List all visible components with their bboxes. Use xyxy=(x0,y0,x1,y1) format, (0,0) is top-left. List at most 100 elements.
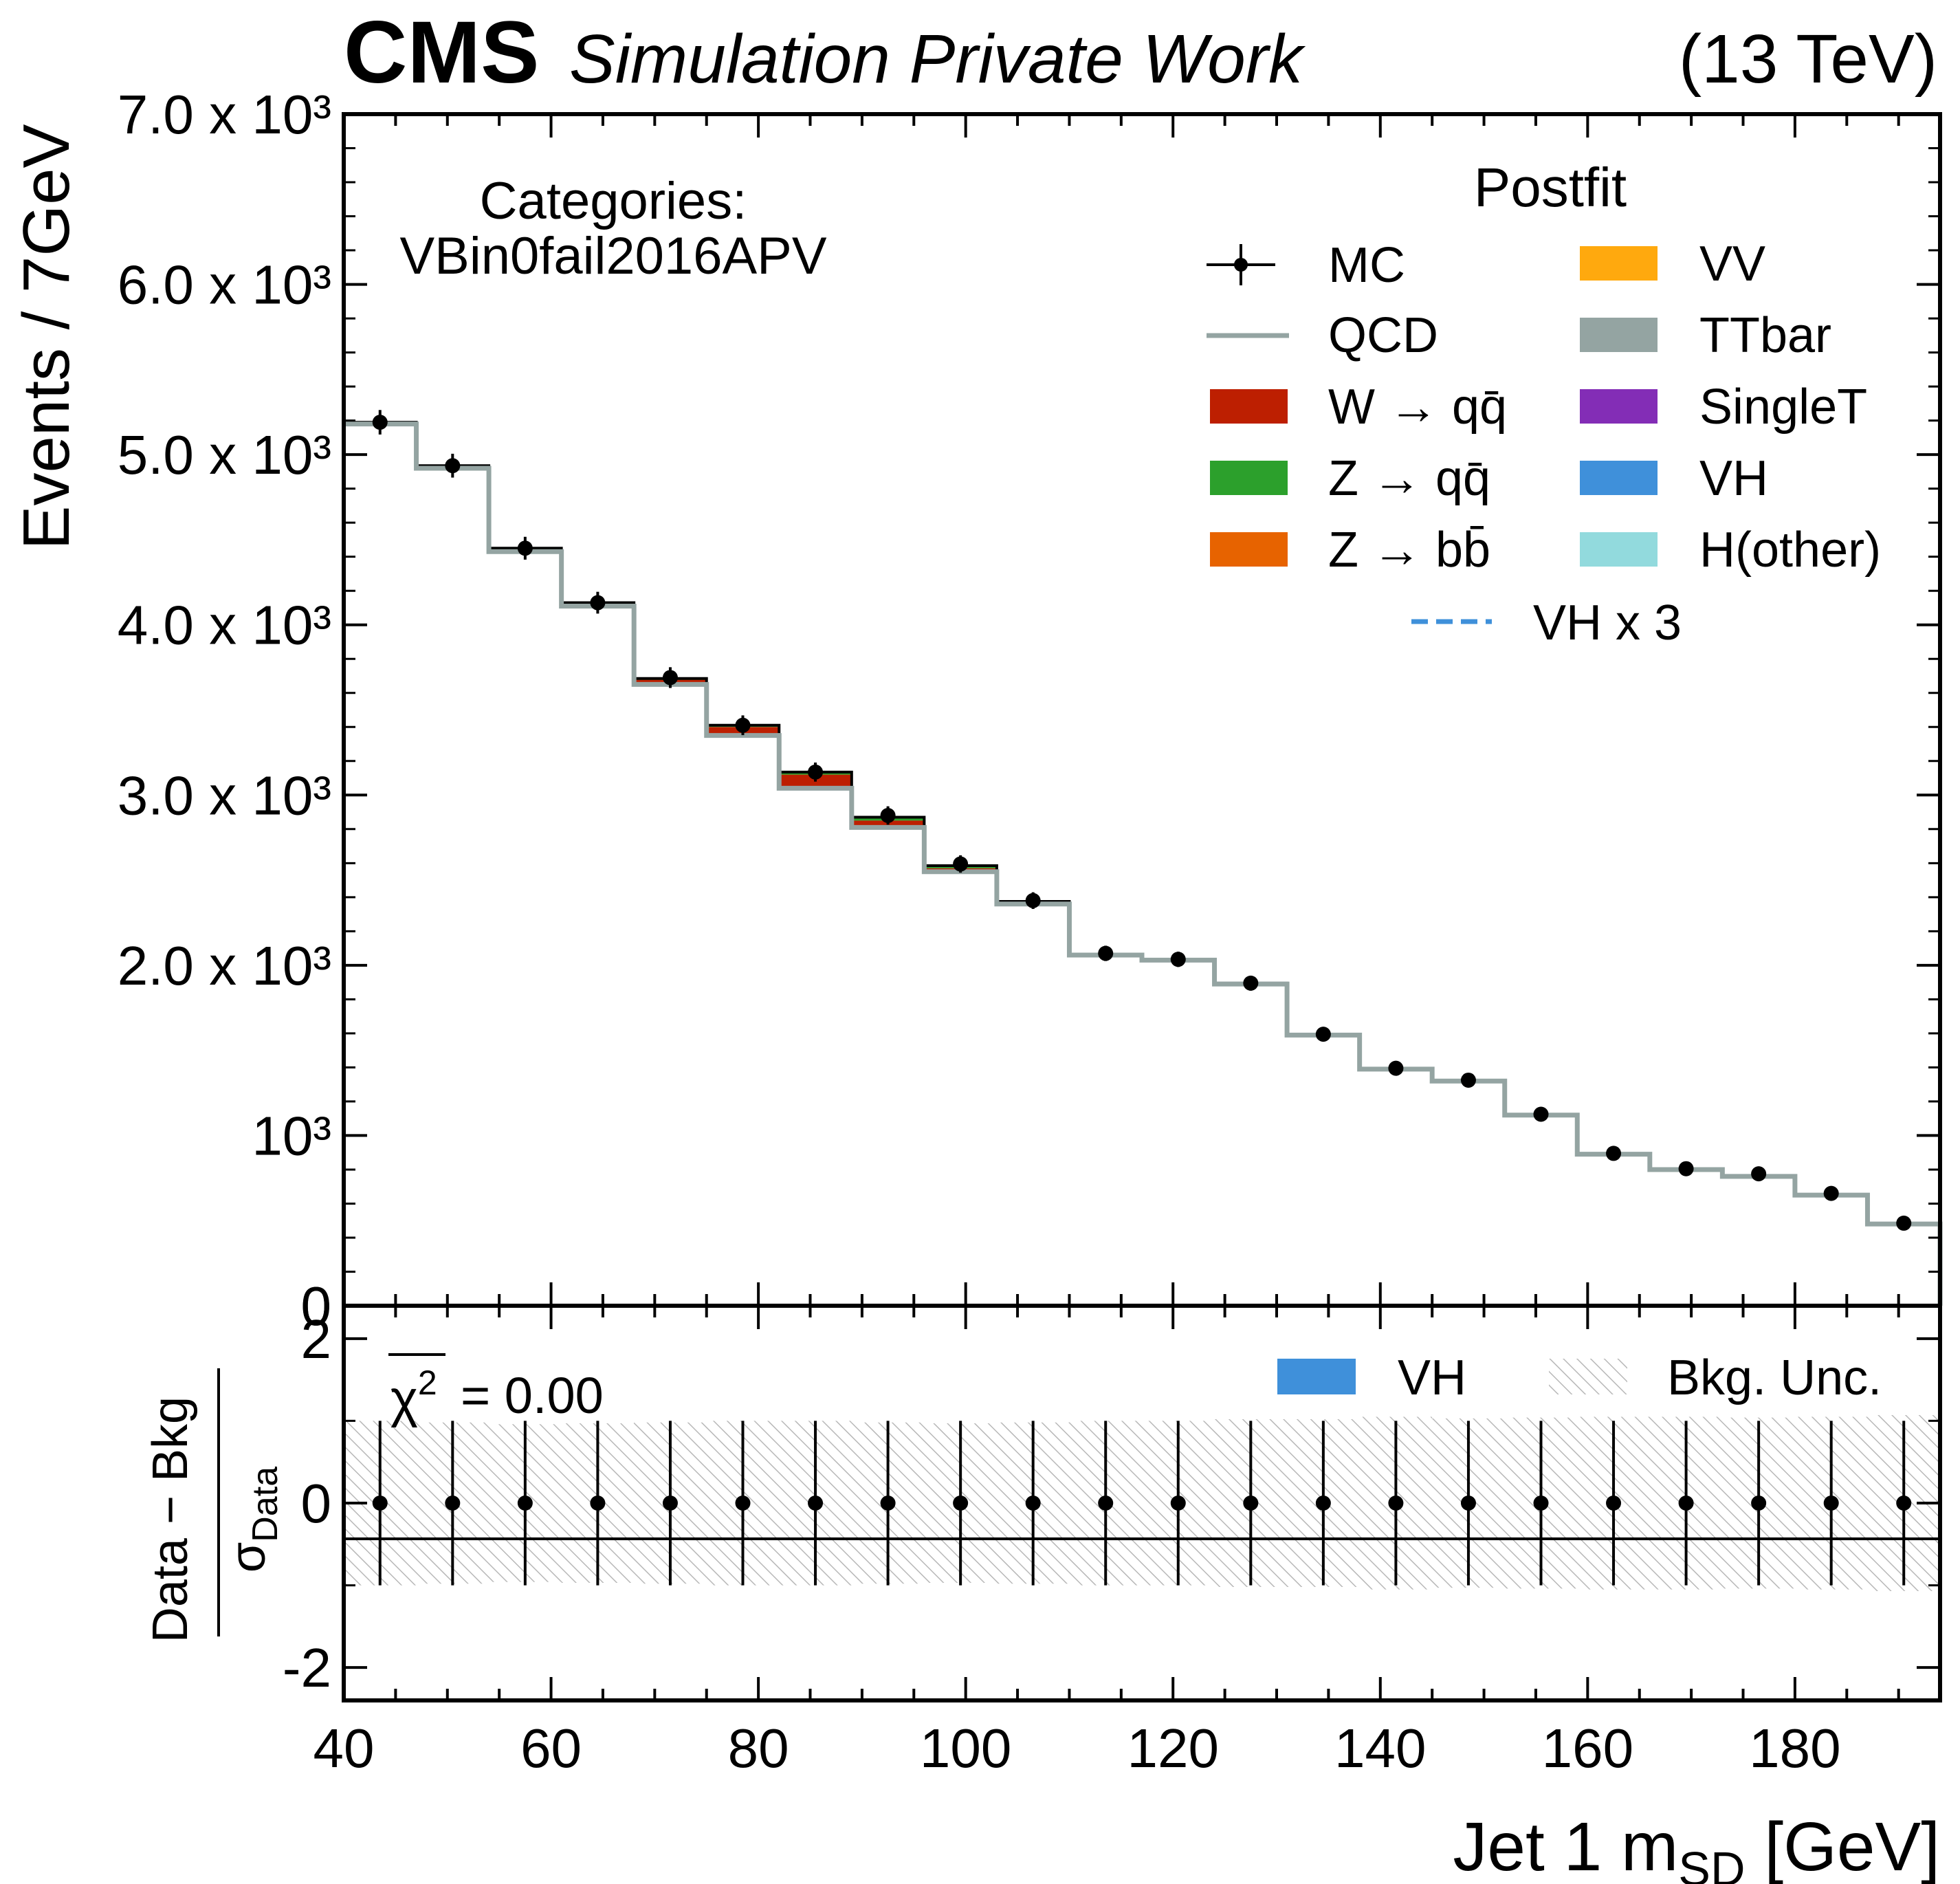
legend-item-singlet: SingleT xyxy=(1580,380,1867,435)
legend-label-wqq: W → qq̄ xyxy=(1328,380,1507,435)
legend-item-vv: VV xyxy=(1580,237,1765,292)
ratio-point xyxy=(808,1496,824,1511)
ratio-y-axis-label: Data − Bkg σData xyxy=(143,1368,285,1643)
mc-point xyxy=(1823,1185,1839,1201)
x-tick-label: 100 xyxy=(920,1718,1011,1779)
legend-label-ttbar: TTbar xyxy=(1699,308,1831,363)
y-tick-label: 4.0 x 10³ xyxy=(118,595,331,656)
mc-point xyxy=(1460,1072,1476,1088)
mc-point xyxy=(1533,1106,1549,1122)
ratio-frame xyxy=(342,1304,1942,1702)
ratio-point xyxy=(1388,1496,1404,1511)
ratio-point xyxy=(1025,1496,1041,1511)
mc-point xyxy=(372,415,388,430)
x-tick-label: 60 xyxy=(520,1718,582,1779)
chi2-symbol: χ2 xyxy=(390,1363,437,1428)
ratio-point xyxy=(1170,1496,1186,1511)
cms-subtitle: Simulation Private Work xyxy=(569,21,1306,98)
legend-label-vh-x3: VH x 3 xyxy=(1533,595,1682,650)
ratio-point xyxy=(953,1496,969,1511)
ratio-point xyxy=(1751,1496,1767,1511)
ratio-y-label-denominator: σData xyxy=(221,1467,285,1573)
mc-point xyxy=(1606,1146,1622,1161)
y-tick-label: 6.0 x 10³ xyxy=(118,254,331,316)
legend-label-singlet: SingleT xyxy=(1699,380,1867,435)
x-tick-label: 80 xyxy=(728,1718,789,1779)
x-tick-label: 140 xyxy=(1334,1718,1426,1779)
ratio-legend: VH Bkg. Unc. xyxy=(1277,1350,1882,1405)
mc-point xyxy=(445,458,461,474)
ratio-point xyxy=(1460,1496,1476,1511)
energy-label: (13 TeV) xyxy=(1679,21,1937,98)
legend-label-vh: VH xyxy=(1699,451,1768,506)
mc-point xyxy=(1388,1060,1404,1076)
legend-item-zqq: Z → qq̄ xyxy=(1210,451,1490,506)
legend-item-ttbar: TTbar xyxy=(1580,308,1831,363)
y-tick-label: 3.0 x 10³ xyxy=(118,765,331,826)
mc-point xyxy=(953,856,969,872)
ratio-point xyxy=(1678,1496,1694,1511)
ratio-point xyxy=(372,1496,388,1511)
mc-point xyxy=(735,717,751,733)
legend-title: Postfit xyxy=(1474,157,1627,218)
x-axis-label: Jet 1 mSD [GeV] xyxy=(1453,1808,1940,1884)
ratio-y-tick-label: 0 xyxy=(301,1473,332,1534)
ratio-point xyxy=(517,1496,533,1511)
x-tick-label: 160 xyxy=(1542,1718,1633,1779)
legend-item-mc: MC xyxy=(1207,238,1405,293)
y-tick-label: 2.0 x 10³ xyxy=(118,935,331,996)
legend-label-qcd: QCD xyxy=(1328,308,1438,363)
mc-point xyxy=(590,595,606,611)
ratio-legend-unc-swatch xyxy=(1549,1359,1627,1394)
chi2-value: = 0.00 xyxy=(461,1367,604,1424)
mc-point xyxy=(1315,1027,1331,1042)
ratio-legend-vh-swatch xyxy=(1277,1359,1356,1394)
cms-brand: CMS xyxy=(344,3,539,102)
legend-item-wqq: W → qq̄ xyxy=(1210,380,1507,435)
y-tick-label: 5.0 x 10³ xyxy=(118,424,331,485)
ratio-point xyxy=(445,1496,461,1511)
legend-label-zqq: Z → qq̄ xyxy=(1328,451,1490,506)
mc-points xyxy=(372,410,1912,1231)
mc-point xyxy=(517,540,533,556)
y-tick-label: 7.0 x 10³ xyxy=(118,84,331,145)
ratio-point xyxy=(1243,1496,1259,1511)
ratio-point xyxy=(590,1496,606,1511)
ratio-legend-vh: VH xyxy=(1398,1350,1466,1405)
main-y-zero-label: 0 xyxy=(301,1275,332,1337)
bkg-uncertainty-band xyxy=(344,1415,1940,1591)
main-axis-ticks: 0 10³ 2.0 x 10³ 3.0 x 10³ 4.0 x 10³ 5.0 x 10³… xyxy=(118,84,1940,1337)
chi2-annotation: χ2 = 0.00 xyxy=(388,1353,604,1428)
bkg-unc-band xyxy=(344,1415,1940,1591)
y-tick-label: 0 xyxy=(301,1275,332,1337)
mc-point xyxy=(808,764,824,780)
ratio-y-tick-label: -2 xyxy=(283,1637,331,1698)
mc-point xyxy=(1896,1215,1912,1231)
mc-point xyxy=(1678,1161,1694,1176)
ratio-point xyxy=(735,1496,751,1511)
x-tick-label: 40 xyxy=(313,1718,375,1779)
category-value: VBin0fail2016APV xyxy=(399,227,826,285)
legend-label-zbb: Z → bb̄ xyxy=(1328,523,1490,578)
ratio-points xyxy=(372,1421,1912,1586)
mc-point xyxy=(1170,952,1186,967)
ratio-point xyxy=(1533,1496,1549,1511)
legend-item-zbb: Z → bb̄ xyxy=(1210,523,1490,578)
legend-item-vh-x3: VH x 3 xyxy=(1411,595,1682,650)
legend-label-vv: VV xyxy=(1699,237,1765,292)
ratio-legend-unc: Bkg. Unc. xyxy=(1667,1350,1882,1405)
mc-point xyxy=(880,807,896,823)
legend-item-hother: H(other) xyxy=(1580,523,1881,578)
legend-item-qcd: QCD xyxy=(1207,308,1438,363)
legend: Postfit MC QCD W → qq̄ Z → qq̄ Z → bb̄ V… xyxy=(1207,157,1881,650)
qcd-step xyxy=(344,421,1943,1306)
ratio-point xyxy=(880,1496,896,1511)
ratio-y-tick-label: 2 xyxy=(301,1308,332,1370)
ratio-point xyxy=(1896,1496,1912,1511)
x-tick-label: 180 xyxy=(1749,1718,1840,1779)
y-tick-label: 10³ xyxy=(252,1105,331,1166)
ratio-point xyxy=(1823,1496,1839,1511)
ratio-point xyxy=(1606,1496,1622,1511)
legend-item-vh: VH xyxy=(1580,451,1768,506)
